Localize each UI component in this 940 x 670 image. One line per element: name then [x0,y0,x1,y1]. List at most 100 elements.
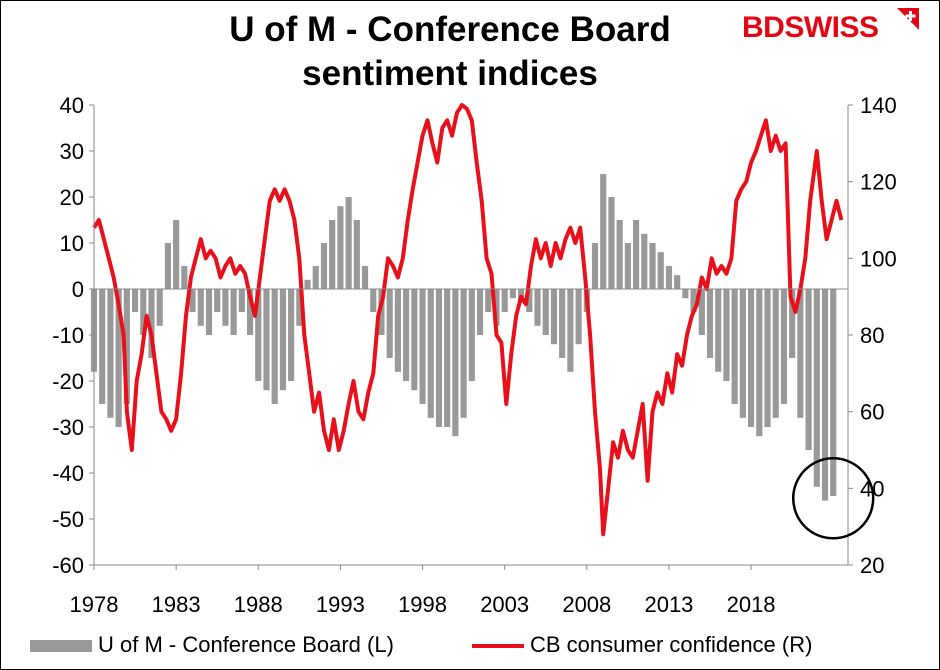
bar [698,289,705,335]
bar [608,197,615,289]
bar [526,289,533,312]
legend-swatch-bars [30,640,92,652]
left-tick-label: 10 [60,231,84,256]
logo-cross-icon [897,8,919,30]
bar [813,289,820,487]
legend: U of M - Conference Board (L) CB consume… [0,626,940,666]
bar [452,289,459,437]
bar [821,289,829,501]
chart-title: U of M - Conference Board sentiment indi… [150,8,750,96]
bar [567,289,574,372]
bar [501,289,508,312]
bar [246,289,254,335]
left-tick-label: 40 [60,93,84,118]
bar [789,289,796,358]
bar [99,289,106,404]
right-tick-label: 80 [860,323,884,348]
bar [312,266,319,289]
left-tick-label: 0 [72,277,84,302]
bar [493,289,500,326]
left-tick-label: -20 [52,369,84,394]
bar [748,289,755,427]
bar [715,289,722,372]
bar [830,289,837,496]
legend-swatch-line [472,644,524,648]
bar [624,243,631,289]
bar [205,289,213,335]
left-tick-label: -60 [52,553,84,578]
bar [805,289,812,450]
bar [575,289,582,345]
bar [123,289,130,404]
axes-layer: 403020100-10-20-30-40-50-601401201008060… [52,93,897,617]
bar [550,289,558,345]
x-tick-label: 1978 [70,592,119,617]
bar [706,289,714,358]
bdswiss-logo: BDSWISS [742,10,879,46]
bar [403,289,410,381]
bar [320,243,328,289]
bar [279,289,286,391]
bar [386,289,393,358]
bar [797,289,804,418]
bar [739,289,746,418]
bar [723,289,730,381]
bar [353,220,360,289]
left-tick-label: 30 [60,139,84,164]
bar [296,289,303,326]
bar [230,289,237,335]
bar [435,289,443,427]
bar [181,266,188,289]
right-tick-label: 20 [860,553,884,578]
bar [189,289,196,312]
bar [616,220,623,289]
bar [107,289,114,418]
bar [131,289,139,312]
bar [148,289,155,358]
left-tick-label: -40 [52,461,84,486]
right-tick-label: 60 [860,400,884,425]
bar [427,289,434,418]
bar [690,289,697,312]
legend-label-right: CB consumer confidence (R) [530,632,813,657]
chart-title-line1: U of M - Conference Board [229,10,671,49]
bar [419,289,426,404]
bar [197,289,204,326]
bar [156,289,163,326]
bar [641,233,648,289]
bar [370,289,377,312]
bar [288,289,295,381]
bar [460,289,467,418]
bar [164,243,172,289]
bar [665,266,673,289]
bar [115,289,122,427]
bar [780,289,788,404]
bar [411,289,418,391]
x-tick-label: 2008 [562,592,611,617]
bar [559,289,566,358]
bar [271,289,278,404]
left-tick-label: 20 [60,185,84,210]
right-tick-label: 100 [860,246,897,271]
bar [764,289,771,427]
bar [633,220,640,289]
bar [772,289,779,418]
bar [394,289,401,372]
x-tick-label: 1983 [152,592,201,617]
bar [600,174,607,289]
bar [345,197,352,289]
bar [731,289,738,404]
x-tick-label: 2003 [480,592,529,617]
bar [509,289,516,299]
bar [222,289,229,326]
bar [238,289,245,312]
legend-label-left: U of M - Conference Board (L) [98,632,394,657]
bar [263,289,270,391]
bar [591,243,599,289]
x-tick-label: 1988 [234,592,283,617]
left-tick-label: -30 [52,415,84,440]
x-tick-label: 1993 [316,592,365,617]
bar [255,289,262,381]
bar [304,279,311,289]
